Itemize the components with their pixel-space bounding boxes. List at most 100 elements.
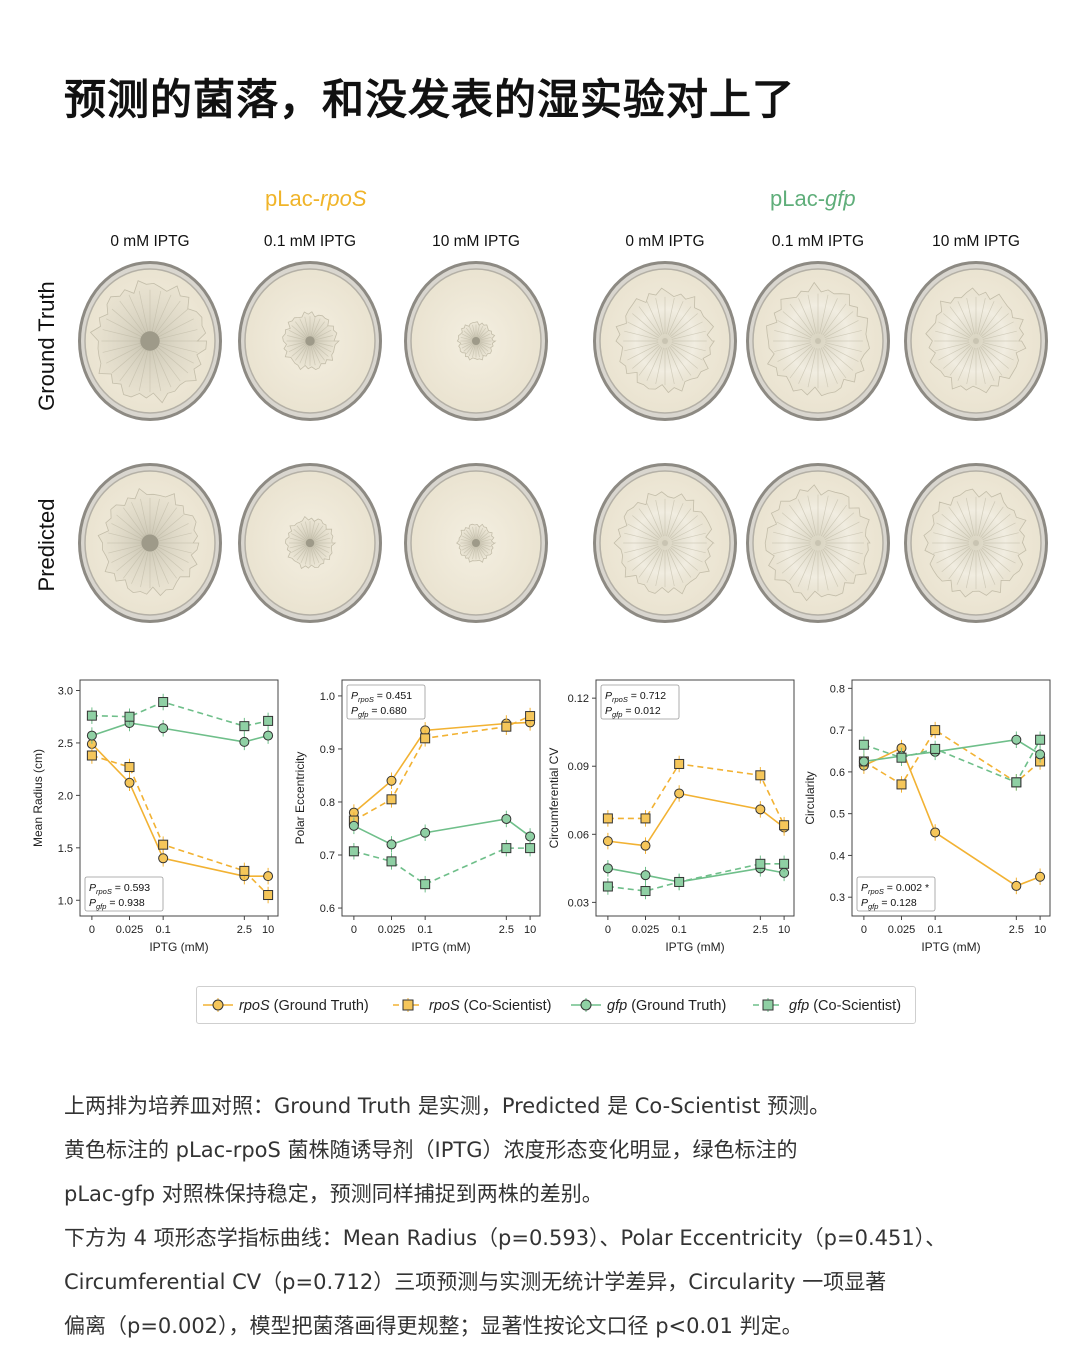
x-tick-label: 0.025 [632,924,660,936]
plot-frame [341,679,541,917]
y-tick-label: 0.7 [830,725,845,737]
colony [284,515,337,570]
data-point [930,725,941,736]
legend-marker [402,999,414,1011]
series-line [863,729,1041,786]
p-value-label: PrpoS = 0.451 [351,690,412,704]
data-point [239,865,250,876]
y-axis-label: Polar Eccentricity [293,752,307,845]
data-point [386,794,397,805]
data-point [779,858,790,869]
y-tick-label: 0.8 [320,797,335,809]
data-point [158,723,169,734]
data-point [263,890,274,901]
x-tick-label: 0.1 [156,924,171,936]
x-tick-label: 10 [524,924,536,936]
data-point [755,770,766,781]
paragraph-line: 上两排为培养皿对照：Ground Truth 是实测，Predicted 是 C… [64,1094,831,1118]
petri-dish [746,463,890,623]
strain-gene: gfp [825,186,856,211]
data-point [640,886,651,897]
petri-dish [404,261,548,421]
data-point [674,758,685,769]
data-point [779,820,790,831]
data-point [525,843,536,854]
data-point [386,775,397,786]
petri-dish [746,261,890,421]
y-axis-label: Mean Radius (cm) [31,749,45,847]
petri-dish [78,463,222,623]
condition-label: 0 mM IPTG [110,233,190,250]
data-point [602,813,613,824]
condition-label: 10 mM IPTG [432,233,520,250]
data-point [1035,871,1046,882]
data-point [348,820,359,831]
series-line [607,792,785,847]
strain-label-gfp: pLac-gfp [770,186,856,212]
colony [923,488,1027,598]
series-line [863,739,1041,784]
petri-dish [593,463,737,623]
data-point [501,721,512,732]
legend-item: rpoS (Co-Scientist) [393,998,552,1014]
x-tick-label: 0.1 [672,924,687,936]
colony [282,311,340,371]
data-point [386,839,397,850]
p-value-label: Pgfp = 0.012 [605,705,661,719]
data-point [602,863,613,874]
data-point [386,856,397,867]
paragraph-line: Circumferential CV（p=0.712）三项预测与实测无统计学差异… [64,1270,887,1294]
series-line [863,747,1041,887]
petri-dish [904,463,1048,623]
y-axis-label: Circumferential CV [547,748,561,849]
x-axis-label: IPTG (mM) [149,940,208,954]
page-title: 预测的菌落，和没发表的湿实验对上了 [64,75,796,124]
colony [89,280,208,404]
data-point [124,762,135,773]
data-point [1011,777,1022,788]
description-paragraph: 上两排为培养皿对照：Ground Truth 是实测，Predicted 是 C… [64,1084,1024,1348]
p-value-box [346,684,426,720]
data-point [86,730,97,741]
data-point [1035,734,1046,745]
data-point [263,871,274,882]
x-tick-label: 2.5 [1009,924,1024,936]
y-tick-label: 0.5 [830,809,845,821]
x-tick-label: 10 [1034,924,1046,936]
y-tick-label: 0.03 [568,897,589,909]
data-point [1011,734,1022,745]
x-tick-label: 0 [861,924,867,936]
data-point [640,840,651,851]
legend-marker [580,999,592,1011]
y-tick-label: 0.12 [568,693,589,705]
data-point [263,715,274,726]
y-tick-label: 0.6 [320,903,335,915]
series-line [353,715,531,822]
data-point [896,752,907,763]
colony [97,487,200,597]
y-tick-label: 0.09 [568,761,589,773]
p-value-box [856,876,936,912]
p-value-label: PrpoS = 0.002 * [861,882,929,896]
chart-legend: rpoS (Ground Truth) rpoS (Co-Scientist) gf… [196,986,916,1024]
chart-circumferential-cv: 0.03 0.06 0.09 0.12 0 0.025 0.1 2.5 10 IPTG (mM) C… [547,679,795,954]
plot-frame [79,679,279,917]
y-tick-label: 0.7 [320,850,335,862]
p-value-label: PrpoS = 0.593 [89,882,150,896]
data-point [858,739,869,750]
p-value-label: Pgfp = 0.128 [861,897,917,911]
p-value-label: Pgfp = 0.680 [351,705,407,719]
legend-item: gfp (Ground Truth) [571,998,726,1014]
data-point [930,743,941,754]
data-point [124,711,135,722]
data-point [602,836,613,847]
petri-dish [78,261,222,421]
data-point [239,721,250,732]
y-tick-label: 0.8 [830,683,845,695]
chart-mean-radius: 1.0 1.5 2.0 2.5 3.0 0 0.025 0.1 2.5 10 IPTG (mM) Me… [31,679,279,954]
series-line [353,847,531,886]
x-tick-label: 0.1 [418,924,433,936]
legend-label: gfp (Co-Scientist) [789,998,901,1014]
strain-gene: rpoS [320,186,367,211]
data-point [674,876,685,887]
